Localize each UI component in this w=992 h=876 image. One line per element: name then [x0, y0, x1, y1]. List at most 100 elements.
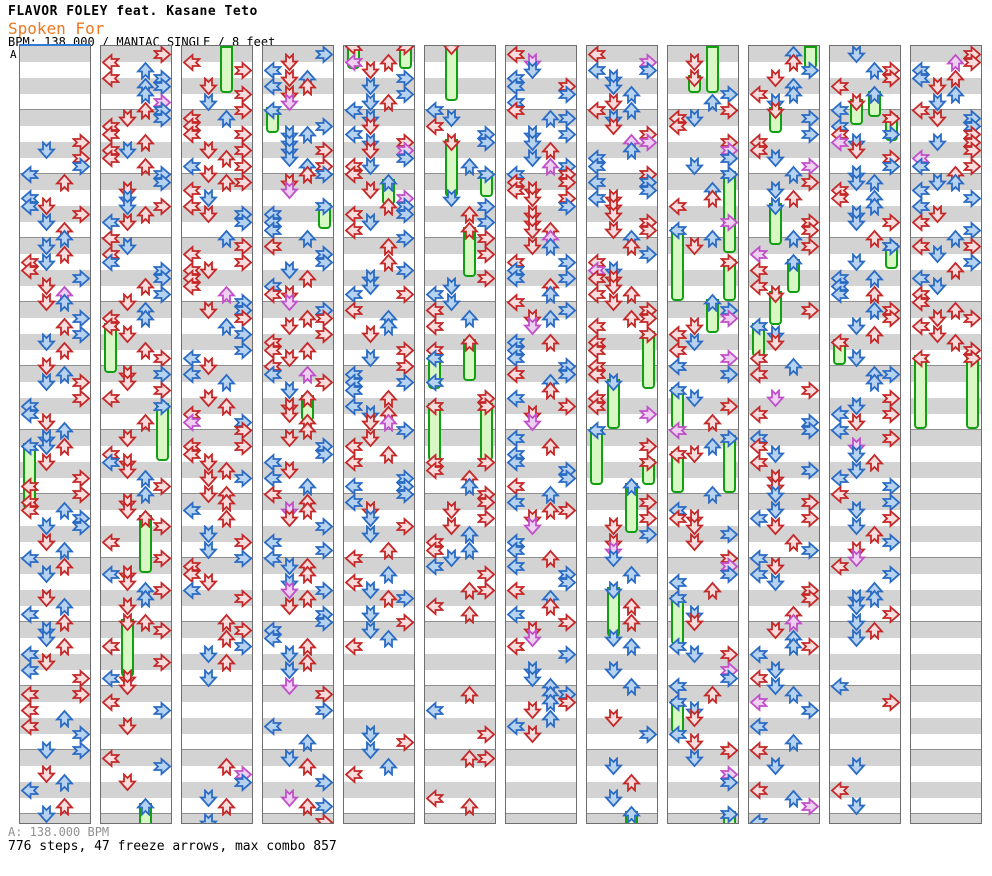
note-arrow-left: [425, 317, 444, 336]
note-arrow-right: [477, 133, 495, 152]
note-arrow-left: [20, 717, 39, 736]
note-arrow-left: [587, 101, 606, 120]
note-arrow-up: [55, 437, 74, 456]
note-arrow-down: [766, 285, 785, 304]
note-arrow-down: [685, 509, 704, 528]
note-arrow-left: [749, 669, 768, 688]
note-arrow-down: [199, 205, 218, 224]
note-arrow-down: [199, 525, 218, 544]
note-arrow-down: [199, 301, 218, 320]
note-arrow-left: [344, 221, 363, 240]
note-arrow-right: [153, 517, 171, 536]
note-arrow-down: [280, 429, 299, 448]
note-arrow-down: [361, 117, 380, 136]
note-arrow-left: [668, 637, 687, 656]
note-arrow-left: [506, 557, 525, 576]
note-arrow-down: [847, 46, 866, 64]
note-arrow-down: [280, 645, 299, 664]
note-arrow-down: [118, 293, 137, 312]
note-arrow-left: [668, 381, 687, 400]
note-arrow-right: [234, 589, 252, 608]
note-arrow-up: [217, 629, 236, 648]
note-arrow-up: [136, 413, 155, 432]
note-arrow-right: [801, 797, 819, 816]
note-arrow-down: [604, 293, 623, 312]
note-arrow-down: [361, 213, 380, 232]
note-arrow-left: [20, 437, 39, 456]
note-arrow-left: [20, 501, 39, 520]
note-arrow-down: [118, 365, 137, 384]
note-arrow-down: [604, 549, 623, 568]
note-arrow-up: [946, 173, 965, 192]
note-arrow-right: [720, 773, 738, 792]
note-arrow-up: [460, 221, 479, 240]
note-arrow-left: [20, 549, 39, 568]
note-arrow-right: [153, 477, 171, 496]
note-arrow-down: [118, 429, 137, 448]
note-arrow-right: [396, 613, 414, 632]
note-arrow-down: [847, 629, 866, 648]
note-arrow-left: [263, 285, 282, 304]
note-arrow-right: [882, 605, 900, 624]
note-arrow-right: [315, 117, 333, 136]
note-arrow-left: [668, 589, 687, 608]
note-arrow-down: [604, 709, 623, 728]
note-arrow-left: [101, 69, 120, 88]
note-arrow-right: [963, 189, 981, 208]
note-arrow-up: [379, 413, 398, 432]
note-arrow-up: [622, 677, 641, 696]
note-arrow-right: [720, 805, 738, 823]
note-arrow-up: [784, 733, 803, 752]
note-arrow-down: [847, 541, 866, 560]
note-arrow-down: [523, 213, 542, 232]
note-arrow-right: [720, 741, 738, 760]
note-arrow-left: [425, 373, 444, 392]
note-arrow-left: [182, 125, 201, 144]
note-arrow-left: [587, 269, 606, 288]
chart-column-11: [829, 45, 901, 824]
note-arrow-right: [396, 205, 414, 224]
note-arrow-right: [153, 397, 171, 416]
note-arrow-down: [523, 669, 542, 688]
note-arrow-up: [541, 157, 560, 176]
note-arrow-right: [801, 589, 819, 608]
note-arrow-down: [280, 397, 299, 416]
note-arrow-left: [749, 565, 768, 584]
note-arrow-left: [20, 165, 39, 184]
note-arrow-right: [315, 517, 333, 536]
note-arrow-up: [217, 149, 236, 168]
note-arrow-down: [604, 109, 623, 128]
note-arrow-left: [749, 813, 768, 823]
note-arrow-up: [217, 109, 236, 128]
note-arrow-right: [315, 773, 333, 792]
note-arrow-left: [263, 61, 282, 80]
note-arrow-up: [946, 229, 965, 248]
note-arrow-up: [55, 229, 74, 248]
note-arrow-down: [37, 589, 56, 608]
note-arrow-down: [847, 445, 866, 464]
note-arrow-down: [766, 757, 785, 776]
note-arrow-right: [72, 157, 90, 176]
note-arrow-right: [882, 365, 900, 384]
note-arrow-up: [298, 269, 317, 288]
note-arrow-down: [280, 181, 299, 200]
note-arrow-right: [882, 509, 900, 528]
note-arrow-right: [396, 46, 414, 56]
note-arrow-down: [604, 661, 623, 680]
note-arrow-left: [668, 221, 687, 240]
note-arrow-down: [523, 621, 542, 640]
note-arrow-left: [101, 53, 120, 72]
chart-column-12: [910, 45, 982, 824]
note-arrow-up: [217, 797, 236, 816]
note-arrow-down: [847, 213, 866, 232]
note-arrow-left: [911, 181, 930, 200]
note-arrow-down: [361, 621, 380, 640]
note-arrow-right: [882, 125, 900, 144]
note-arrow-left: [587, 341, 606, 360]
note-arrow-left: [263, 469, 282, 488]
note-arrow-left: [344, 101, 363, 120]
note-arrow-down: [361, 109, 380, 128]
note-arrow-left: [749, 277, 768, 296]
note-arrow-down: [280, 69, 299, 88]
note-arrow-down: [280, 461, 299, 480]
